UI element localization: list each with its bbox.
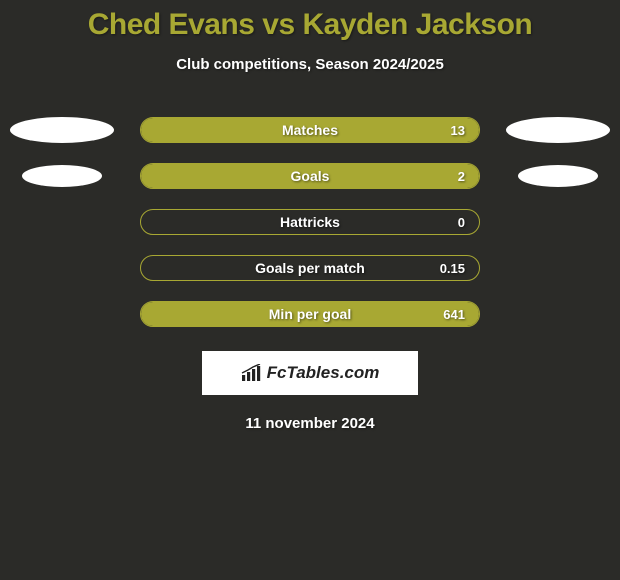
left-pill <box>22 165 102 187</box>
logo-text: FcTables.com <box>267 363 380 383</box>
stat-value: 0 <box>458 210 465 234</box>
right-pill <box>506 117 610 143</box>
stat-label: Matches <box>141 118 479 142</box>
left-pill <box>10 117 114 143</box>
stat-bar: Min per goal641 <box>140 301 480 327</box>
stat-value: 13 <box>451 118 465 142</box>
footer-date: 11 november 2024 <box>0 415 620 432</box>
page-subtitle: Club competitions, Season 2024/2025 <box>0 56 620 73</box>
chart-icon <box>241 364 263 382</box>
stat-row: Goals per match0.15 <box>0 255 620 281</box>
stat-bar: Goals2 <box>140 163 480 189</box>
stat-label: Goals <box>141 164 479 188</box>
stat-bar: Hattricks0 <box>140 209 480 235</box>
stat-bar: Matches13 <box>140 117 480 143</box>
stat-value: 0.15 <box>440 256 465 280</box>
page-title: Ched Evans vs Kayden Jackson <box>0 8 620 42</box>
right-pill <box>518 165 598 187</box>
stat-row: Hattricks0 <box>0 209 620 235</box>
stat-row: Min per goal641 <box>0 301 620 327</box>
fctables-logo: FcTables.com <box>202 351 418 395</box>
stat-rows: Matches13 Goals2 Hattricks0 Goals per match… <box>0 117 620 327</box>
stat-value: 641 <box>443 302 465 326</box>
stat-row: Goals2 <box>0 163 620 189</box>
stat-label: Hattricks <box>141 210 479 234</box>
stat-label: Goals per match <box>141 256 479 280</box>
stat-bar: Goals per match0.15 <box>140 255 480 281</box>
stat-label: Min per goal <box>141 302 479 326</box>
stat-value: 2 <box>458 164 465 188</box>
stat-row: Matches13 <box>0 117 620 143</box>
